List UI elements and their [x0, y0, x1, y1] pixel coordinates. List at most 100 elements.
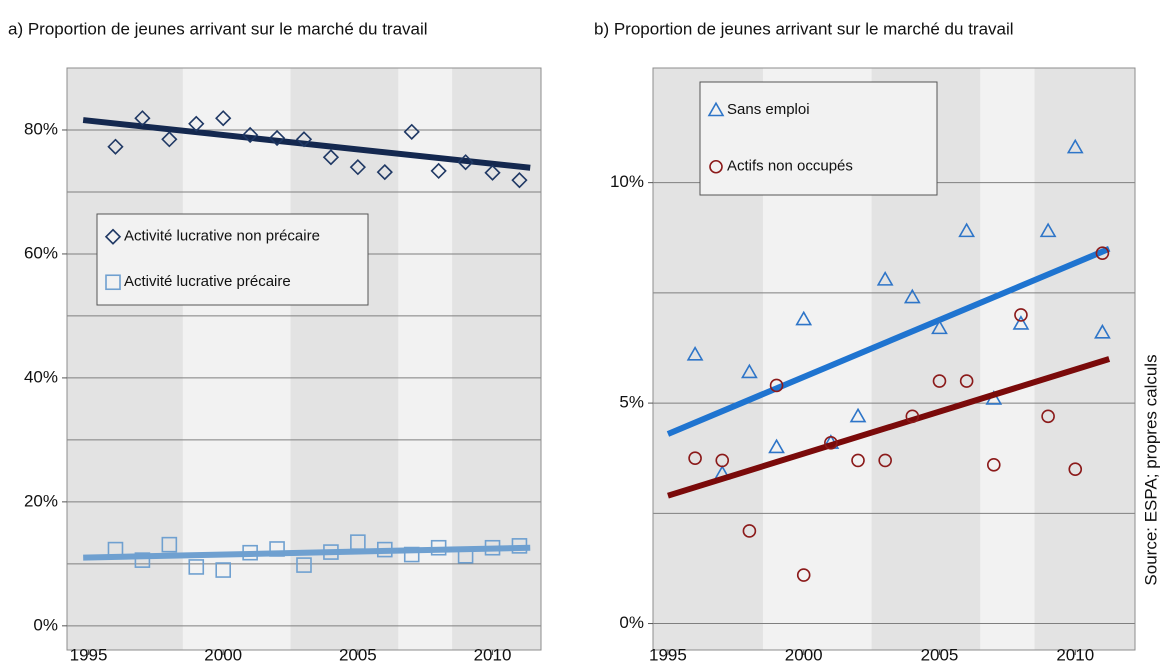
data-point [932, 374, 947, 388]
data-point [107, 541, 124, 558]
data-point [215, 562, 232, 578]
legend: Sans emploi Actifs non occupés [699, 81, 938, 196]
legend-label: Activité lucrative non précaire [124, 228, 320, 245]
data-point [457, 154, 474, 171]
data-point [742, 524, 757, 538]
data-point [715, 453, 730, 468]
shaded-band [1034, 68, 1135, 650]
x-tick-label: 2005 [921, 645, 959, 664]
data-point [350, 534, 366, 550]
data-point [107, 138, 124, 155]
data-point [242, 126, 259, 144]
y-tick-label: 40% [24, 367, 58, 386]
data-point [1094, 323, 1111, 339]
data-point [484, 539, 501, 556]
x-tick-label: 1995 [649, 645, 687, 664]
data-point [134, 552, 151, 568]
data-point [931, 319, 948, 335]
x-tick-label: 2010 [474, 645, 512, 664]
x-tick-label: 2005 [339, 645, 377, 664]
data-point [1014, 308, 1028, 322]
data-point [796, 568, 811, 582]
data-point [958, 222, 976, 238]
data-point [295, 131, 313, 148]
plot-border [66, 67, 542, 651]
data-point [161, 131, 178, 148]
data-point [511, 538, 528, 554]
legend-label: Sans emploi [727, 101, 810, 118]
data-point [430, 539, 447, 556]
data-point [769, 378, 784, 393]
data-point [903, 288, 921, 304]
chart-title: a) Proportion de jeunes arrivant sur le … [8, 19, 428, 38]
y-tick-label: 0% [619, 613, 644, 632]
data-point [376, 163, 393, 181]
data-point [215, 110, 232, 127]
data-point [188, 559, 205, 575]
y-tick-label: 5% [619, 393, 644, 412]
data-point [376, 541, 393, 558]
data-point [849, 407, 867, 423]
data-point [296, 557, 312, 573]
legend-marker [709, 159, 723, 174]
legend-box [699, 81, 938, 196]
x-tick-label: 2010 [1056, 645, 1094, 664]
source-note: Source: ESPA; propres calculs [1141, 354, 1160, 585]
data-point [161, 536, 178, 553]
data-point [795, 310, 813, 326]
data-point [1041, 409, 1055, 424]
data-point [511, 172, 528, 189]
shaded-band [67, 68, 183, 650]
legend-box [96, 213, 369, 306]
data-point [686, 345, 704, 361]
y-tick-label: 20% [24, 491, 58, 510]
data-point [403, 123, 420, 140]
data-point [1066, 138, 1084, 154]
y-tick-label: 80% [24, 119, 58, 138]
data-point [1012, 315, 1030, 330]
x-tick-label: 1995 [70, 645, 108, 664]
data-point [876, 271, 894, 286]
data-point [1095, 246, 1110, 260]
data-point [457, 547, 474, 564]
data-point [269, 541, 285, 557]
y-tick-label: 0% [33, 615, 58, 634]
legend-label: Activité lucrative précaire [124, 273, 291, 290]
legend-marker [104, 228, 122, 245]
data-point [484, 164, 501, 181]
data-point [188, 115, 205, 132]
data-point [323, 544, 339, 560]
data-point [268, 129, 286, 147]
data-point [851, 453, 865, 468]
trend-line [666, 246, 1111, 437]
trend-line [83, 544, 531, 561]
data-point [959, 374, 974, 388]
data-point [688, 451, 702, 466]
data-point [403, 546, 420, 563]
data-point [741, 363, 758, 379]
trend-line [667, 356, 1111, 499]
data-point [134, 110, 151, 127]
plot-border [652, 67, 1136, 651]
legend-marker [707, 101, 725, 117]
x-tick-label: 2000 [785, 645, 823, 664]
legend-marker [105, 274, 121, 291]
data-point [986, 458, 1001, 472]
y-tick-label: 60% [24, 243, 58, 262]
data-point [242, 544, 258, 561]
y-tick-label: 10% [610, 172, 644, 191]
shaded-band [290, 68, 399, 650]
data-point [349, 159, 366, 176]
data-point [1039, 222, 1057, 238]
legend-label: Actifs non occupés [727, 158, 853, 175]
data-point [768, 438, 785, 454]
data-point [905, 409, 920, 424]
data-point [878, 453, 892, 468]
data-point [322, 149, 340, 166]
data-point [824, 435, 838, 450]
legend: Activité lucrative non précaire Activité … [96, 213, 369, 306]
data-point [430, 162, 447, 180]
x-tick-label: 2000 [204, 645, 242, 664]
